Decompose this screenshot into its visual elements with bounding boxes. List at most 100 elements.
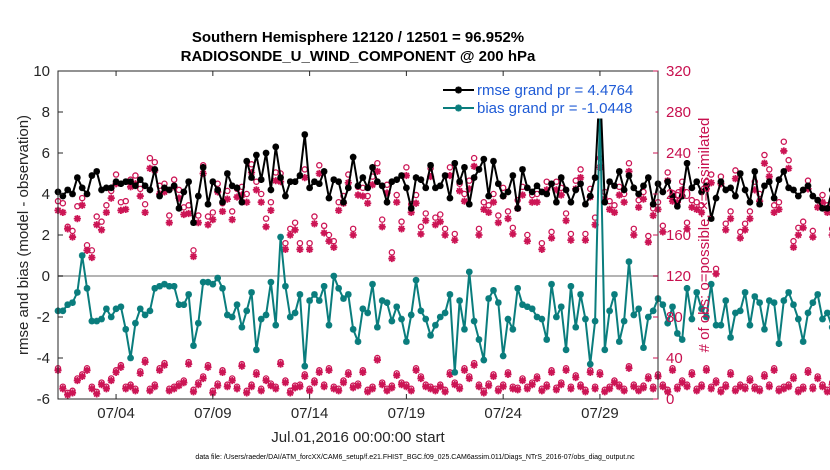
rmse-point bbox=[591, 174, 599, 181]
bias-point bbox=[117, 303, 125, 311]
obs-assimilated-low-marker bbox=[446, 370, 454, 378]
obs-assimilated-marker bbox=[223, 195, 231, 203]
rmse-point bbox=[170, 182, 178, 190]
obs-assimilated-low-marker bbox=[126, 383, 135, 391]
obs-possible-marker bbox=[151, 158, 159, 166]
obs-assimilated-marker bbox=[606, 205, 614, 213]
obs-possible-marker bbox=[785, 156, 792, 164]
rmse-point bbox=[451, 159, 459, 167]
obs-assimilated-marker bbox=[591, 221, 599, 229]
bias-point bbox=[674, 330, 681, 337]
obs-assimilated-low-marker bbox=[412, 366, 420, 374]
obs-assimilated-low-marker bbox=[160, 361, 169, 369]
rmse-point bbox=[175, 205, 183, 212]
obs-assimilated-low-marker bbox=[151, 383, 159, 391]
bias-point bbox=[722, 297, 730, 304]
obs-assimilated-low-marker bbox=[88, 385, 96, 393]
bias-point bbox=[548, 280, 555, 288]
obs-assimilated-low-marker bbox=[751, 385, 759, 393]
obs-assimilated-low-marker bbox=[344, 370, 352, 378]
bias-point bbox=[277, 233, 284, 241]
obs-assimilated-marker bbox=[814, 203, 822, 211]
obs-assimilated-marker bbox=[794, 231, 802, 239]
rmse-point bbox=[224, 170, 231, 177]
obs-possible-marker bbox=[267, 198, 275, 206]
rmse-point bbox=[514, 205, 521, 212]
rmse-point bbox=[253, 151, 260, 159]
rmse-point bbox=[248, 174, 255, 181]
rmse-point bbox=[770, 194, 778, 202]
obs-assimilated-low-marker bbox=[315, 368, 323, 376]
bias-point bbox=[93, 317, 101, 325]
obs-assimilated-marker bbox=[683, 225, 691, 233]
bias-point bbox=[456, 297, 463, 304]
obs-assimilated-low-marker bbox=[373, 356, 381, 364]
bias-point bbox=[88, 317, 96, 325]
rmse-point bbox=[785, 184, 792, 192]
obs-assimilated-marker bbox=[141, 208, 149, 217]
bias-point bbox=[422, 315, 430, 323]
y-right-tick-label: 200 bbox=[666, 186, 691, 203]
obs-assimilated-marker bbox=[712, 270, 720, 278]
bias-point bbox=[528, 305, 536, 313]
bias-point bbox=[698, 305, 705, 313]
obs-assimilated-low-marker bbox=[664, 388, 672, 396]
bias-point bbox=[112, 305, 120, 313]
bias-point bbox=[170, 282, 178, 290]
bias-point bbox=[383, 299, 391, 306]
obs-possible-marker bbox=[122, 197, 129, 205]
obs-possible-marker bbox=[766, 166, 773, 173]
obs-assimilated-low-marker bbox=[93, 390, 101, 398]
obs-assimilated-low-marker bbox=[518, 376, 527, 385]
rmse-point bbox=[703, 182, 710, 190]
obs-assimilated-marker bbox=[610, 208, 619, 217]
obs-assimilated-low-marker bbox=[552, 386, 560, 394]
obs-assimilated-marker bbox=[335, 206, 343, 214]
obs-assimilated-marker bbox=[407, 208, 415, 217]
obs-assimilated-low-marker bbox=[223, 383, 231, 391]
rmse-point bbox=[465, 200, 473, 208]
obs-assimilated-marker bbox=[194, 219, 202, 227]
obs-possible-marker bbox=[137, 185, 144, 193]
obs-assimilated-low-marker bbox=[397, 381, 406, 389]
rmse-point bbox=[132, 182, 139, 190]
obs-assimilated-marker bbox=[426, 172, 435, 181]
rmse-point bbox=[572, 186, 580, 194]
rmse-point bbox=[267, 186, 275, 194]
rmse-point bbox=[543, 190, 551, 198]
bias-point bbox=[180, 301, 188, 308]
obs-assimilated-marker bbox=[88, 253, 96, 262]
chart-subtitle: RADIOSONDE_U_WIND_COMPONENT @ 200 hPa bbox=[181, 48, 536, 65]
obs-assimilated-low-marker bbox=[156, 366, 164, 374]
rmse-point bbox=[349, 153, 357, 161]
bias-point bbox=[775, 340, 783, 347]
bias-point bbox=[553, 313, 560, 321]
obs-assimilated-marker bbox=[809, 233, 817, 241]
obs-possible-marker bbox=[495, 212, 502, 219]
bias-point bbox=[819, 315, 826, 323]
bias-point bbox=[374, 323, 381, 331]
bias-point bbox=[509, 326, 517, 333]
bias-point bbox=[78, 252, 86, 259]
obs-assimilated-low-marker bbox=[809, 385, 817, 393]
bias-point bbox=[770, 299, 778, 306]
y-right-tick-label: 320 bbox=[666, 63, 691, 80]
rmse-point bbox=[664, 178, 671, 185]
obs-assimilated-marker bbox=[523, 237, 531, 245]
obs-assimilated-low-marker bbox=[291, 384, 299, 392]
obs-assimilated-low-marker bbox=[141, 358, 149, 366]
obs-assimilated-marker bbox=[697, 208, 706, 217]
rmse-point bbox=[625, 172, 633, 179]
rmse-point bbox=[562, 186, 570, 194]
y-axis-label-right: # of obs: o=possible; ×=assimilated bbox=[696, 118, 713, 353]
rmse-point bbox=[557, 174, 565, 181]
bias-point bbox=[499, 352, 507, 360]
obs-possible-marker bbox=[141, 200, 149, 208]
bias-point bbox=[562, 346, 570, 354]
legend-bias-entry: bias grand pr = -1.0448 bbox=[443, 100, 633, 117]
bias-point bbox=[795, 315, 802, 323]
obs-assimilated-low-marker bbox=[175, 382, 183, 390]
obs-assimilated-low-marker bbox=[557, 381, 565, 389]
rmse-point bbox=[98, 186, 105, 194]
bias-point bbox=[557, 303, 565, 311]
